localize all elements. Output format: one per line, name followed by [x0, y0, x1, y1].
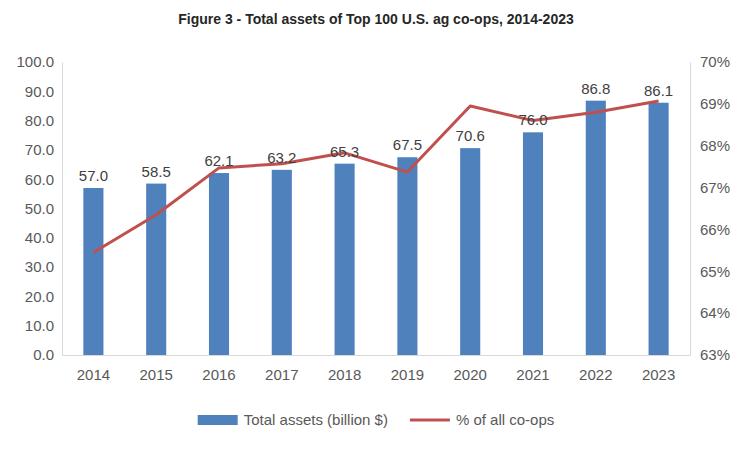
legend-item: Total assets (billion $) [198, 411, 388, 428]
tick-label: 30.0 [25, 258, 54, 275]
y-axis: 0.0 10.0 20.0 30.0 40.0 50.0 60.0 70.0 80.0 90.0 1… [16, 53, 62, 363]
tick-label: 2016 [202, 366, 235, 383]
data-label: 58.5 [142, 163, 171, 180]
tick-label: 2017 [265, 366, 298, 383]
data-label: 62.1 [204, 152, 233, 169]
tick-label: 2020 [454, 366, 487, 383]
tick: 64% [690, 304, 730, 321]
tick: 2019 [391, 355, 424, 383]
axis-line [63, 355, 691, 356]
tick-label: 68% [700, 137, 730, 154]
tick: 2020 [454, 355, 487, 383]
tick: 66% [690, 221, 730, 238]
tick: 30.0 [25, 258, 62, 275]
bar [397, 157, 417, 355]
tick: 60.0 [25, 171, 62, 188]
bar [272, 170, 292, 355]
tick: 2023 [642, 355, 675, 383]
plot-area [83, 101, 668, 355]
legend-item: % of all co-ops [410, 411, 554, 428]
tick-label: 2023 [642, 366, 675, 383]
tick-label: 65% [700, 263, 730, 280]
data-label: 76.0 [518, 111, 547, 128]
tick: 65% [690, 263, 730, 280]
x-axis: 2014 2015 2016 2017 2018 2019 2020 2021 2022 2023 [63, 355, 691, 383]
tick-label: 66% [700, 221, 730, 238]
tick-label: 80.0 [25, 112, 54, 129]
tick: 50.0 [25, 200, 62, 217]
tick: 20.0 [25, 288, 62, 305]
tick-label: 0.0 [33, 346, 54, 363]
tick: 2017 [265, 355, 298, 383]
tick-label: 64% [700, 304, 730, 321]
tick: 2016 [202, 355, 235, 383]
tick: 0.0 [33, 346, 62, 363]
bar [586, 101, 606, 355]
tick: 70.0 [25, 141, 62, 158]
tick: 69% [690, 95, 730, 112]
legend-label: Total assets (billion $) [244, 411, 388, 428]
data-label: 86.1 [644, 82, 673, 99]
tick-label: 70.0 [25, 141, 54, 158]
tick: 10.0 [25, 317, 62, 334]
tick-label: 2022 [579, 366, 612, 383]
data-label: 67.5 [393, 136, 422, 153]
tick-label: 20.0 [25, 288, 54, 305]
tick: 63% [690, 346, 730, 363]
tick: 68% [690, 137, 730, 154]
tick: 67% [690, 179, 730, 196]
y2-axis: 63% 64% 65% 66% 67% 68% 69% 70% [690, 53, 730, 363]
tick: 40.0 [25, 229, 62, 246]
tick-label: 63% [700, 346, 730, 363]
tick-label: 2014 [77, 366, 110, 383]
tick-label: 69% [700, 95, 730, 112]
tick: 80.0 [25, 112, 62, 129]
tick-label: 50.0 [25, 200, 54, 217]
data-label: 86.8 [581, 80, 610, 97]
tick-label: 70% [700, 53, 730, 70]
tick: 2022 [579, 355, 612, 383]
tick-label: 2019 [391, 366, 424, 383]
bar [83, 188, 103, 355]
tick: 2018 [328, 355, 361, 383]
axis-line [62, 63, 63, 356]
legend: Total assets (billion $) % of all co-ops [198, 411, 555, 428]
tick-label: 100.0 [16, 53, 54, 70]
chart: Figure 3 - Total assets of Top 100 U.S. … [0, 0, 752, 452]
tick: 2021 [516, 355, 549, 383]
data-label: 70.6 [456, 127, 485, 144]
axis-line [690, 63, 691, 356]
tick-label: 67% [700, 179, 730, 196]
legend-label: % of all co-ops [456, 411, 554, 428]
bar [649, 103, 669, 355]
title: Figure 3 - Total assets of Top 100 U.S. … [178, 11, 574, 27]
bar [523, 132, 543, 355]
tick-label: 2021 [516, 366, 549, 383]
bar [209, 173, 229, 355]
tick-label: 2018 [328, 366, 361, 383]
tick: 2014 [77, 355, 110, 383]
tick: 70% [690, 53, 730, 70]
data-labels: 57.0 58.5 62.1 63.2 65.3 67.5 70.6 76.0 86.8 86.1 [79, 80, 673, 184]
tick-label: 90.0 [25, 83, 54, 100]
bar [335, 164, 355, 355]
data-label: 57.0 [79, 167, 108, 184]
tick: 2015 [140, 355, 173, 383]
legend-swatch [410, 419, 450, 422]
bar [460, 148, 480, 355]
tick-label: 40.0 [25, 229, 54, 246]
legend-swatch [198, 415, 238, 425]
line [93, 101, 658, 253]
tick: 100.0 [16, 53, 62, 70]
tick: 90.0 [25, 83, 62, 100]
tick-label: 2015 [140, 366, 173, 383]
tick-label: 60.0 [25, 171, 54, 188]
data-label: 65.3 [330, 143, 359, 160]
data-label: 63.2 [267, 149, 296, 166]
tick-label: 10.0 [25, 317, 54, 334]
